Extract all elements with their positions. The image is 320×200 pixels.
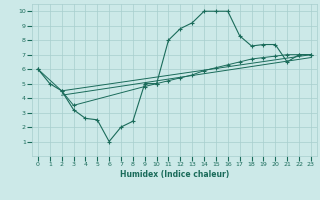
X-axis label: Humidex (Indice chaleur): Humidex (Indice chaleur) xyxy=(120,170,229,179)
